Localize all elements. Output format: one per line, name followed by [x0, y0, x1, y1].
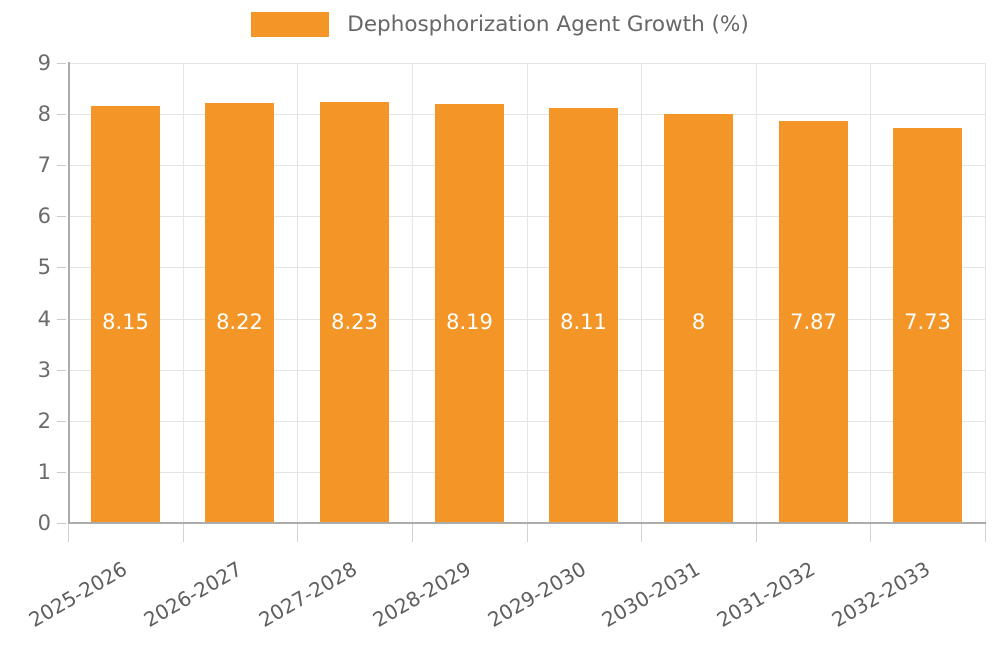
y-axis-tick [57, 471, 66, 473]
y-axis-tick-label: 9 [37, 51, 51, 75]
legend-color-swatch [251, 12, 330, 37]
y-axis-tick [57, 267, 66, 269]
y-axis-tick-label: 5 [37, 255, 51, 280]
x-axis-tick [412, 524, 413, 542]
gridline-horizontal [68, 216, 985, 218]
x-axis-tick [183, 524, 184, 542]
gridline-horizontal [68, 114, 985, 116]
y-axis-tick-label: 8 [37, 102, 51, 127]
y-axis-tick-label: 4 [37, 306, 51, 331]
x-axis-tick [297, 524, 298, 542]
y-axis-tick [57, 114, 66, 116]
bar[interactable] [205, 102, 274, 523]
bar-chart: Dephosphorization Agent Growth (%) 0 1 2 3 4… [0, 0, 1000, 632]
y-axis-tick [57, 165, 66, 167]
bar[interactable] [664, 114, 733, 523]
gridline-vertical [412, 63, 413, 523]
gridline-vertical [183, 63, 184, 523]
legend-label: Dephosphorization Agent Growth (%) [347, 11, 749, 37]
bar-value-label: 8.23 [331, 309, 378, 334]
bar[interactable] [320, 102, 389, 523]
gridline-vertical [985, 63, 986, 523]
bar[interactable] [549, 108, 618, 523]
x-axis-tick [641, 524, 642, 542]
y-axis-tick [57, 420, 66, 422]
bar-value-label: 8 [691, 309, 706, 334]
bar-value-label: 8.15 [102, 309, 149, 334]
gridline-horizontal [68, 63, 985, 64]
bar-value-label: 8.19 [446, 309, 493, 334]
gridline-horizontal [68, 369, 985, 371]
y-axis-tick [57, 63, 66, 64]
bar[interactable] [91, 106, 160, 523]
x-axis-tick [870, 524, 871, 542]
gridline-vertical [527, 63, 528, 523]
gridline-vertical [870, 63, 871, 523]
bar[interactable] [779, 120, 848, 523]
gridline-vertical [297, 63, 298, 523]
gridline-horizontal [68, 471, 985, 473]
bar-value-label: 7.87 [790, 309, 837, 334]
y-axis-tick-label: 7 [37, 153, 51, 178]
chart-legend: Dephosphorization Agent Growth (%) [0, 12, 1000, 37]
bar[interactable] [893, 127, 962, 523]
y-axis-labels: 0 1 2 3 4 5 6 7 8 9 [0, 0, 51, 600]
gridline-horizontal [68, 165, 985, 167]
bar-value-label: 8.22 [216, 309, 263, 334]
y-axis-tick [57, 523, 66, 524]
legend-item[interactable]: Dephosphorization Agent Growth (%) [251, 11, 749, 37]
y-axis-tick-label: 1 [37, 459, 51, 484]
x-axis-tick [68, 524, 69, 542]
gridline-horizontal [68, 318, 985, 320]
x-axis-tick [756, 524, 757, 542]
x-axis-tick [985, 524, 986, 542]
gridline-vertical [641, 63, 642, 523]
y-axis-tick-label: 2 [37, 408, 51, 433]
bar[interactable] [435, 104, 504, 523]
x-axis-line [68, 522, 986, 524]
bar-value-label: 7.73 [904, 309, 951, 334]
gridline-vertical [756, 63, 757, 523]
y-axis-tick [57, 216, 66, 218]
y-axis-line [68, 62, 70, 524]
y-axis-tick [57, 369, 66, 371]
gridline-horizontal [68, 267, 985, 269]
y-axis-tick-label: 0 [37, 511, 51, 535]
y-axis-tick-label: 6 [37, 204, 51, 229]
gridline-horizontal [68, 420, 985, 422]
plot-area: 8.15 8.22 8.23 8.19 8.11 8 7.87 7.73 [68, 63, 986, 524]
y-axis-tick-label: 3 [37, 357, 51, 382]
y-axis-tick [57, 318, 66, 320]
bar-value-label: 8.11 [560, 309, 607, 334]
x-axis-tick [527, 524, 528, 542]
